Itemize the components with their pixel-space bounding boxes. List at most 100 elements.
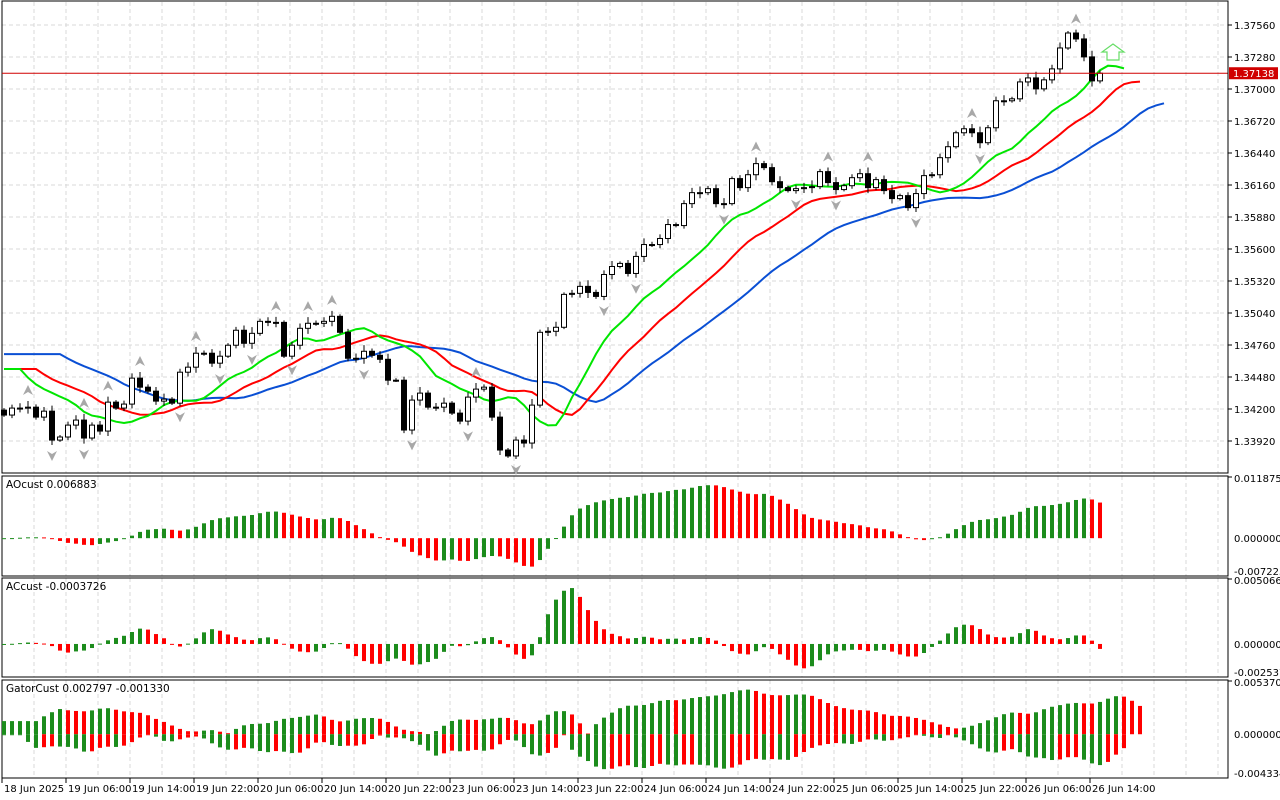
- candle: [1, 408, 7, 417]
- ao-bar: [114, 538, 118, 542]
- candle: [793, 185, 799, 194]
- ac-bar: [426, 643, 430, 663]
- gator-lower-bar: [274, 734, 278, 752]
- ac-bar: [594, 620, 598, 644]
- candle: [489, 383, 495, 421]
- candle-body-bear: [449, 402, 455, 414]
- ac-panel[interactable]: ACcust -0.0003726 0.0050668 0.0000000 -0.0…: [1, 576, 1280, 679]
- candle-body-bull: [321, 320, 327, 324]
- ac-bar: [738, 643, 742, 654]
- ao-bar: [434, 538, 438, 561]
- gator-lower-bar: [122, 734, 126, 746]
- time-tick-label: 18 Jun 2025: [4, 784, 64, 795]
- candle: [993, 96, 999, 132]
- candle-body-bull: [201, 352, 207, 355]
- gator-upper-bar: [746, 689, 750, 735]
- gator-upper-bar: [290, 717, 294, 735]
- gator-lower-bar: [426, 734, 430, 751]
- price-tick-label: 1.34760: [1234, 341, 1275, 352]
- ao-bar: [1098, 502, 1102, 539]
- gator-upper-bar: [922, 719, 926, 735]
- gator-lower-bar: [1034, 734, 1038, 758]
- gator-panel[interactable]: GatorCust 0.002797 -0.001330 0.005370 0.0…: [1, 678, 1280, 780]
- gator-upper-bar: [258, 723, 262, 735]
- ao-bar: [1090, 499, 1094, 539]
- ac-bar: [578, 596, 582, 644]
- price-panel[interactable]: [1, 0, 1229, 476]
- price-tick-label: 1.35040: [1234, 309, 1275, 320]
- ao-bar: [130, 535, 134, 539]
- candle: [225, 343, 231, 359]
- ac-bar: [370, 643, 374, 664]
- ao-bar: [738, 491, 742, 539]
- candle: [273, 316, 279, 328]
- ao-bar: [1050, 505, 1054, 539]
- ac-bar: [722, 643, 726, 647]
- ao-bar: [490, 538, 494, 557]
- time-tick-label: 20 Jun 22:00: [388, 784, 452, 795]
- gator-upper-bar: [586, 733, 590, 735]
- candle: [929, 171, 935, 179]
- candle-body-bear: [281, 321, 287, 357]
- candle-body-bull: [1065, 32, 1071, 49]
- candle: [513, 436, 519, 460]
- candle-body-bear: [777, 181, 783, 189]
- time-axis[interactable]: 18 Jun 2025 19 Jun 06:00 19 Jun 14:00 19 Ju…: [1, 777, 1228, 795]
- candle-body-bull: [297, 327, 303, 346]
- gator-upper-bar: [650, 703, 654, 735]
- price-tick-label: 1.37560: [1234, 21, 1275, 32]
- ac-bar: [858, 643, 862, 650]
- gator-lower-bar: [498, 734, 502, 745]
- ac-bar: [226, 634, 230, 644]
- candle-body-bear: [209, 352, 215, 364]
- gator-upper-bar: [914, 717, 918, 735]
- gator-upper-bar: [546, 714, 550, 735]
- ao-bar: [34, 537, 38, 539]
- ac-bar: [298, 643, 302, 652]
- gator-upper-bar: [1122, 696, 1126, 735]
- price-tick-label: 1.36160: [1234, 181, 1275, 192]
- gator-upper-bar: [690, 698, 694, 735]
- candle: [825, 167, 831, 187]
- gator-lower-bar: [18, 734, 22, 736]
- gator-upper-bar: [138, 712, 142, 735]
- candle-body-bull: [329, 315, 335, 322]
- gator-lower-bar: [386, 734, 390, 738]
- gator-lower-bar: [466, 734, 470, 751]
- fractal-down-icon: [175, 412, 185, 423]
- candle: [1017, 78, 1023, 102]
- ac-bar: [530, 643, 534, 656]
- candle-body-bull: [441, 402, 447, 408]
- ao-bar: [746, 493, 750, 539]
- candle-body-bull: [313, 322, 319, 325]
- gator-upper-bar: [722, 694, 726, 735]
- candle-body-bull: [601, 273, 607, 297]
- gator-upper-bar: [482, 719, 486, 735]
- ao-bar: [426, 538, 430, 559]
- indicator-axis-label: -0.007223: [1234, 567, 1280, 578]
- gator-lower-bar: [778, 734, 782, 760]
- candle: [945, 141, 951, 163]
- gator-lower-bar: [1090, 734, 1094, 764]
- candle-body-bull: [233, 329, 239, 346]
- gator-lower-bar: [114, 734, 118, 747]
- ao-bar: [282, 512, 286, 539]
- ac-bar: [842, 643, 846, 651]
- ao-bar: [474, 538, 478, 560]
- candle-body-bear: [497, 416, 503, 451]
- gator-lower-bar: [954, 734, 958, 738]
- ac-bar: [922, 643, 926, 654]
- ac-bar: [602, 629, 606, 644]
- gator-lower-bar: [322, 734, 326, 743]
- candle: [337, 314, 343, 335]
- ao-bar: [634, 495, 638, 539]
- ao-panel[interactable]: AOcust 0.006883 0.011875 0.000000 -0.00722…: [1, 474, 1280, 578]
- candle: [545, 327, 551, 337]
- gator-upper-bar: [978, 723, 982, 735]
- fractal-up-icon: [327, 294, 337, 305]
- ao-bar: [938, 537, 942, 539]
- ao-bar: [754, 494, 758, 539]
- candle-body-bull: [929, 174, 935, 177]
- price-axis[interactable]: 1.37560 1.37280 1.37000 1.36720 1.36440 1.361…: [1227, 1, 1275, 473]
